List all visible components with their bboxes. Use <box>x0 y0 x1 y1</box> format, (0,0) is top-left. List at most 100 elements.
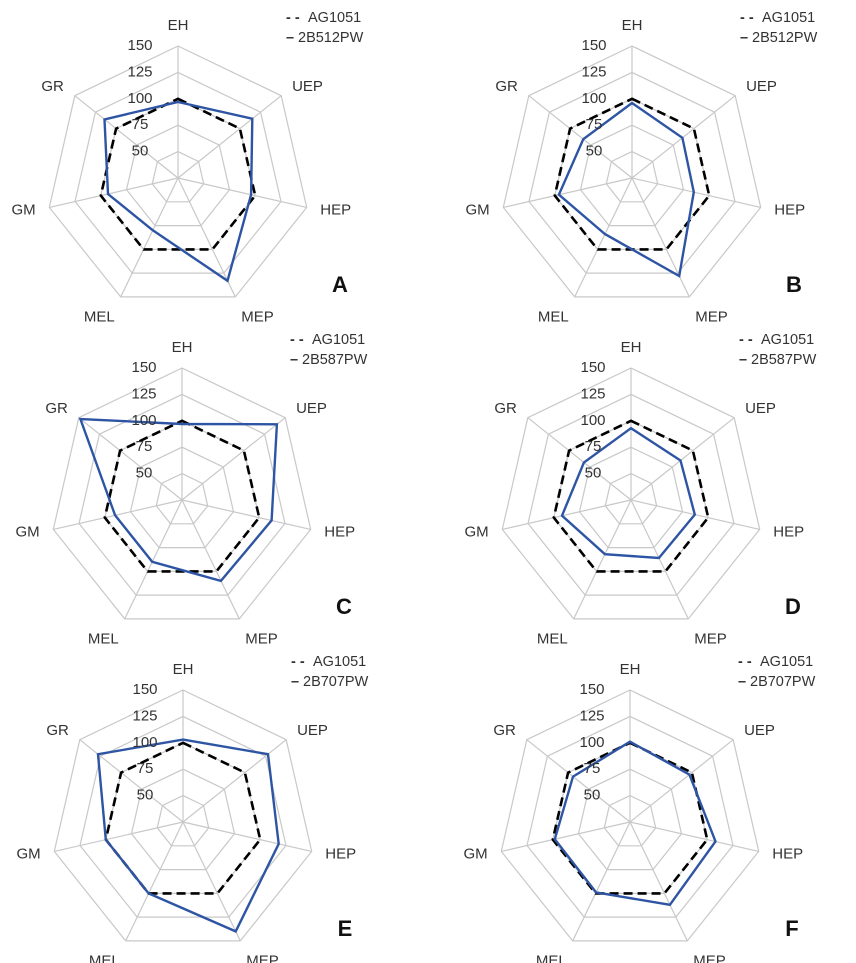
axis-label-mep: MEP <box>241 308 274 325</box>
legend-label: 2B512PW <box>298 30 364 46</box>
grid-ring <box>577 768 683 871</box>
axis-spoke <box>631 95 736 179</box>
axis-label-gm: GM <box>17 845 41 862</box>
tick-label: 150 <box>581 37 606 54</box>
grid-ring <box>125 124 231 227</box>
radar-panel-d: 50 75 100 125 150 EH UEP HEP MEP MEL GM GR - - AG1051… <box>465 332 817 648</box>
radar-panel-e: 50 75 100 125 150 EH UEP HEP MEP MEL GM GR - - AG1051… <box>17 654 369 963</box>
legend-label: AG1051 <box>761 332 814 348</box>
series-line-2b587pw <box>560 426 697 560</box>
grid-ring <box>502 45 762 298</box>
panel-letter: C <box>336 594 352 619</box>
tick-label: 125 <box>132 707 157 724</box>
grid-ring <box>52 367 312 620</box>
legend-marker: - - <box>738 654 752 670</box>
legend-label: AG1051 <box>760 654 813 670</box>
axis-label-gr: GR <box>494 400 517 417</box>
grid-ring <box>501 367 761 620</box>
legend-marker: – <box>738 674 746 690</box>
axis-label-eh: EH <box>172 339 193 356</box>
series-line-ag1051 <box>99 97 257 251</box>
axis-spoke <box>629 821 688 942</box>
tick-label: 50 <box>137 787 154 804</box>
panel-letter: F <box>785 916 798 941</box>
tick-label: 75 <box>585 438 602 455</box>
grid-ring <box>53 689 313 942</box>
axis-spoke <box>125 821 184 942</box>
axis-spoke <box>177 177 307 208</box>
grid-ring <box>526 715 734 918</box>
axis-spoke <box>181 499 240 620</box>
axis-spoke <box>503 177 633 208</box>
legend-label: AG1051 <box>308 10 361 26</box>
grid-ring <box>605 150 659 203</box>
grid-ring <box>500 689 760 942</box>
axis-label-hep: HEP <box>774 201 805 218</box>
tick-label: 100 <box>131 412 156 429</box>
tick-label: 100 <box>127 90 152 107</box>
axis-label-gm: GM <box>12 201 36 218</box>
axis-spoke <box>501 821 631 852</box>
grid-ring <box>528 71 736 274</box>
axis-spoke <box>631 177 761 208</box>
tick-label: 50 <box>132 143 149 160</box>
axis-spoke <box>49 177 179 208</box>
axis-label-gm: GM <box>16 523 40 540</box>
panel-letter: E <box>338 916 353 941</box>
axis-spoke <box>572 821 631 942</box>
legend-label: 2B707PW <box>303 674 369 690</box>
grid-ring <box>78 393 286 596</box>
axis-label-gr: GR <box>46 722 69 739</box>
axis-label-eh: EH <box>621 339 642 356</box>
axis-label-mep: MEP <box>695 308 728 325</box>
grid-ring <box>74 71 282 274</box>
axis-label-gr: GR <box>495 78 518 95</box>
series-line-2b587pw <box>78 417 279 583</box>
axis-label-uep: UEP <box>292 78 323 95</box>
axis-spoke <box>181 499 311 530</box>
tick-label: 100 <box>132 734 157 751</box>
legend-marker: - - <box>740 10 754 26</box>
axis-label-mel: MEL <box>89 952 120 963</box>
panel-letter: A <box>332 272 348 297</box>
legend-marker: – <box>290 352 298 368</box>
axis-label-mel: MEL <box>537 630 568 647</box>
axis-label-hep: HEP <box>325 845 356 862</box>
axis-label-uep: UEP <box>746 78 777 95</box>
tick-label: 50 <box>586 143 603 160</box>
axis-label-gr: GR <box>45 400 68 417</box>
axis-spoke <box>574 177 633 298</box>
axis-spoke <box>124 499 183 620</box>
axis-label-eh: EH <box>173 661 194 678</box>
legend-marker: – <box>286 30 294 46</box>
radar-panel-a: 50 75 100 125 150 EH UEP HEP MEP MEL GM GR - - AG1051… <box>12 10 364 326</box>
axis-label-gr: GR <box>493 722 516 739</box>
tick-label: 100 <box>579 734 604 751</box>
axis-spoke <box>74 95 179 179</box>
tick-label: 150 <box>579 681 604 698</box>
axis-label-gm: GM <box>465 523 489 540</box>
axis-label-mel: MEL <box>538 308 569 325</box>
legend-marker: – <box>291 674 299 690</box>
axis-spoke <box>528 95 633 179</box>
axis-label-hep: HEP <box>324 523 355 540</box>
axis-spoke <box>526 739 631 823</box>
axis-label-mep: MEP <box>246 952 279 963</box>
axis-spoke <box>181 417 286 501</box>
axis-spoke <box>527 417 632 501</box>
axis-label-gm: GM <box>466 201 490 218</box>
legend-marker: - - <box>739 332 753 348</box>
series-line-2b707pw <box>96 738 280 933</box>
tick-label: 150 <box>127 37 152 54</box>
legend-marker: – <box>739 352 747 368</box>
legend-label: 2B707PW <box>750 674 816 690</box>
grid-ring <box>151 150 205 203</box>
legend-marker: - - <box>291 654 305 670</box>
axis-spoke <box>502 499 632 530</box>
grid-ring <box>527 393 735 596</box>
axis-label-mel: MEL <box>536 952 567 963</box>
axis-label-uep: UEP <box>745 400 776 417</box>
axis-label-eh: EH <box>622 17 643 34</box>
axis-label-gm: GM <box>464 845 488 862</box>
